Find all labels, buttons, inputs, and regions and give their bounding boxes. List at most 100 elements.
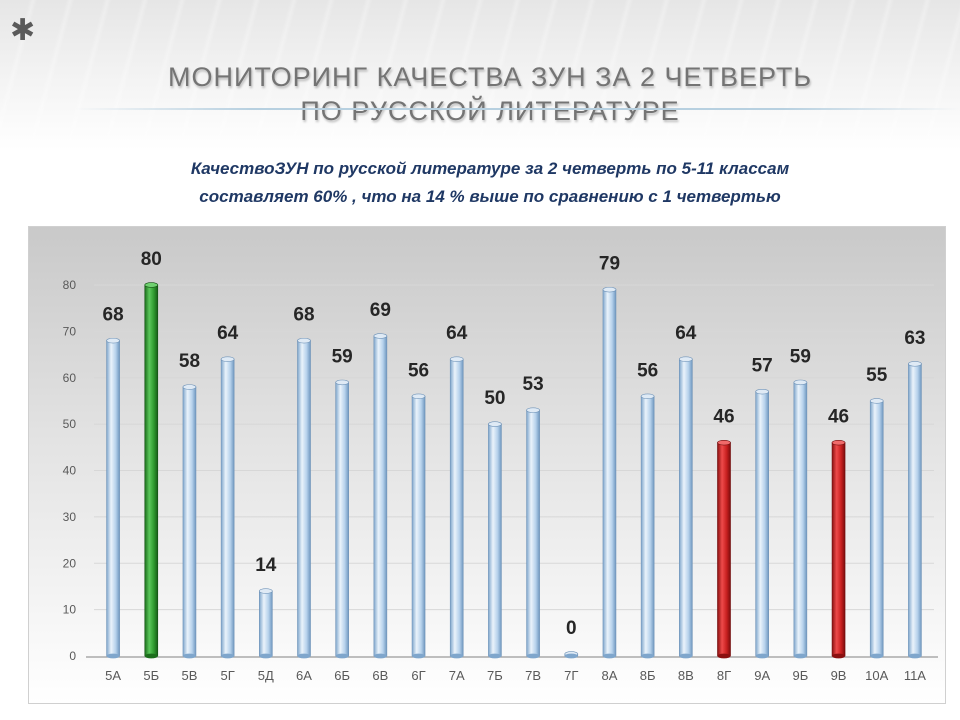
data-label-8Б: 56 — [637, 360, 658, 381]
bar-base — [182, 653, 196, 659]
bar-5Б — [144, 282, 159, 659]
bar-base — [564, 653, 578, 659]
bar-base — [297, 653, 311, 659]
x-tick-label-6В: 6В — [372, 668, 388, 683]
x-tick-label-8Б: 8Б — [640, 668, 656, 683]
bar-base — [488, 653, 502, 659]
bar-9А — [755, 388, 769, 659]
x-tick-label-5В: 5В — [182, 668, 198, 683]
bar-base — [373, 653, 387, 659]
bar-7Б — [488, 421, 502, 659]
x-tick-label-5Г: 5Г — [220, 668, 234, 683]
bar-body — [869, 400, 884, 657]
star-bullet-icon: ✱ — [10, 13, 36, 48]
bar-body — [411, 396, 426, 657]
y-tick-label: 0 — [69, 649, 76, 663]
data-label-8А: 79 — [599, 254, 620, 275]
bar-body — [488, 423, 502, 657]
data-label-6В: 69 — [370, 300, 391, 321]
x-tick-label-8В: 8В — [678, 668, 694, 683]
bar-5Г — [220, 356, 235, 659]
bar-7В — [526, 407, 540, 659]
bar-body — [640, 396, 655, 657]
data-label-8Г: 46 — [713, 407, 734, 428]
bar-base — [259, 653, 273, 659]
data-label-9В: 46 — [828, 407, 849, 428]
bar-body — [297, 340, 311, 657]
bar-cap — [106, 337, 120, 344]
bar-8А — [602, 286, 617, 659]
bar-cap — [449, 356, 464, 362]
bar-cap — [908, 361, 922, 367]
bar-cap — [182, 384, 197, 390]
axes: 0 10 20 30 40 50 60 70 80 5А 5Б 5В 5Г 5Д 6А 6Б 6В 6Г 7А 7Б 7… — [63, 278, 938, 683]
header-light-rays — [0, 0, 960, 150]
bar-base — [144, 653, 158, 659]
bar-cap — [259, 588, 273, 594]
slide-title: МОНИТОРИНГ КАЧЕСТВА ЗУН ЗА 2 ЧЕТВЕРТЬ ПО… — [0, 60, 960, 128]
x-tick-label-8Г: 8Г — [717, 668, 731, 683]
bar-6А — [297, 337, 311, 659]
data-label-6Б: 59 — [332, 346, 353, 367]
bar-5В — [182, 384, 197, 659]
slide-subtitle-line1: КачествоЗУН по русской литературе за 2 ч… — [190, 159, 790, 178]
bar-base — [679, 653, 693, 659]
bar-base — [335, 653, 349, 659]
bar-8Б — [640, 393, 655, 659]
bar-body — [373, 335, 388, 657]
bar-6В — [373, 333, 388, 659]
data-label-7Г: 0 — [566, 618, 577, 639]
bar-cap — [335, 379, 349, 386]
data-label-7Б: 50 — [484, 388, 505, 409]
data-label-5А: 68 — [103, 305, 124, 326]
x-tick-label-9А: 9А — [754, 668, 770, 683]
bar-cap — [411, 393, 426, 400]
chart-frame — [28, 226, 946, 704]
data-label-7В: 53 — [523, 374, 544, 395]
x-tick-label-5А: 5А — [105, 668, 121, 683]
slide-title-line2: ПО РУССКОЙ ЛИТЕРАТУРЕ — [300, 96, 680, 126]
bar-6Б — [335, 379, 349, 659]
bar-body — [793, 382, 808, 657]
y-tick-label: 30 — [63, 510, 77, 524]
bar-body — [755, 391, 769, 657]
data-label-8В: 64 — [675, 323, 697, 344]
data-label-5Г: 64 — [217, 323, 239, 344]
bar-base — [450, 653, 464, 659]
bar-body — [259, 590, 273, 657]
slide-subtitle-line2: составляет 60% , что на 14 % выше по сра… — [199, 187, 781, 206]
data-label-6А: 68 — [293, 305, 314, 326]
x-tick-label-10А: 10А — [865, 668, 888, 683]
x-tick-label-7А: 7А — [449, 668, 465, 683]
bar-base — [641, 653, 655, 659]
y-tick-label: 10 — [63, 603, 77, 617]
x-tick-label-6Б: 6Б — [334, 668, 350, 683]
data-label-11А: 63 — [904, 328, 925, 349]
x-tick-label-5Б: 5Б — [143, 668, 159, 683]
x-tick-label-11А: 11А — [904, 668, 926, 683]
bar-5Д — [259, 588, 273, 659]
bar-cap — [373, 333, 388, 339]
title-divider — [75, 108, 960, 110]
bar-9В — [831, 439, 846, 659]
bar-chart: 0 10 20 30 40 50 60 70 80 5А 5Б 5В 5Г 5Д 6А 6Б 6В 6Г 7А 7Б 7… — [63, 249, 938, 683]
x-tick-label-9Б: 9Б — [792, 668, 808, 683]
bars — [106, 282, 922, 659]
bar-base — [832, 653, 846, 659]
y-tick-label: 70 — [63, 324, 77, 338]
bar-body — [144, 284, 159, 657]
bar-body — [717, 442, 731, 657]
bar-body — [335, 382, 349, 657]
bar-body — [831, 442, 846, 657]
data-label-6Г: 56 — [408, 360, 429, 381]
bar-8Г — [717, 439, 731, 659]
bar-body — [182, 386, 197, 657]
bar-cap — [640, 393, 655, 400]
data-label-9А: 57 — [752, 356, 773, 377]
bar-base — [602, 653, 616, 659]
bar-base — [526, 653, 540, 659]
y-tick-label: 50 — [63, 417, 77, 431]
bar-cap — [679, 356, 693, 362]
data-label-10А: 55 — [866, 365, 888, 386]
x-tick-label-8А: 8А — [602, 668, 618, 683]
